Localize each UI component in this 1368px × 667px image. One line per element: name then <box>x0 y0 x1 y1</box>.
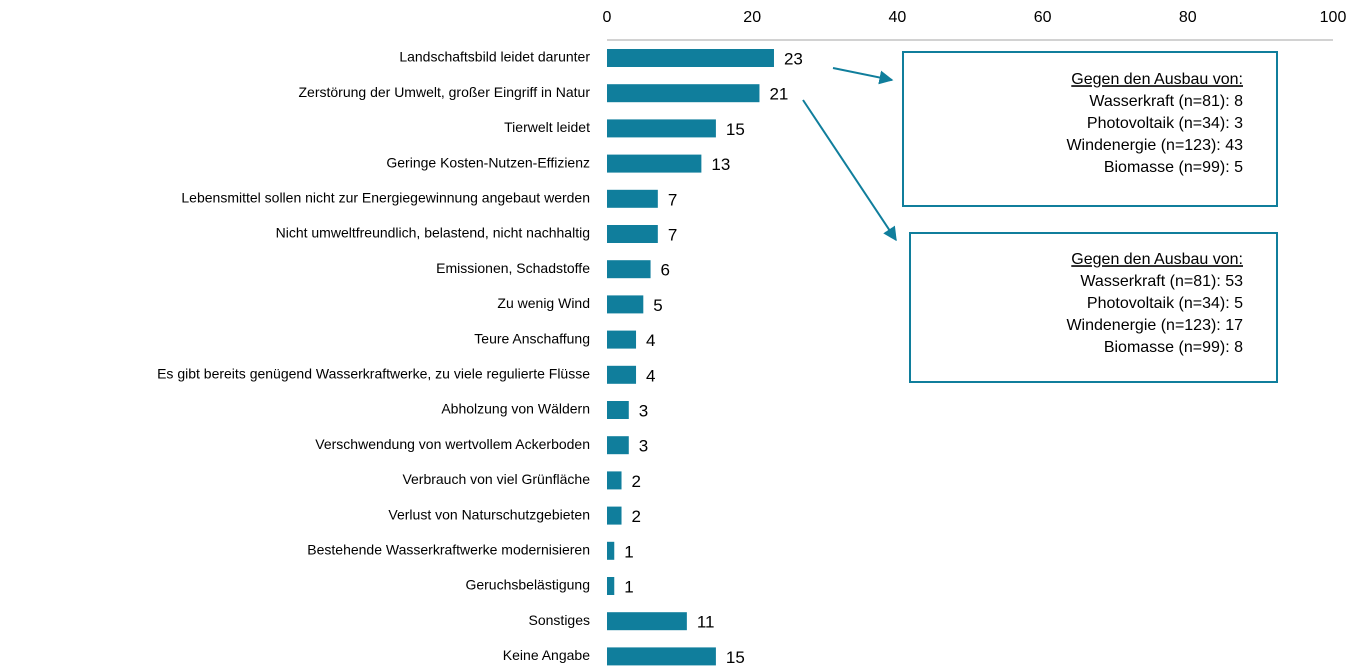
bar <box>607 577 615 595</box>
y-tick-label: Zerstörung der Umwelt, großer Eingriff i… <box>298 84 590 100</box>
annotation-title: Gegen den Ausbau von: <box>1071 71 1243 88</box>
annotation-line: Windenergie (n=123): 43 <box>1066 137 1243 154</box>
annotation-box <box>909 232 1278 383</box>
bar <box>607 225 658 243</box>
bar <box>607 84 760 103</box>
annotation-box <box>902 51 1278 207</box>
annotation-line: Photovoltaik (n=34): 5 <box>1087 295 1243 312</box>
bar <box>607 330 637 349</box>
bar <box>607 119 716 138</box>
y-tick-label: Keine Angabe <box>503 647 590 663</box>
x-tick-label: 0 <box>603 9 612 26</box>
bar <box>607 436 629 455</box>
bar <box>607 154 702 173</box>
data-label: 15 <box>726 648 745 667</box>
data-label: 15 <box>726 120 745 139</box>
bar <box>607 506 622 525</box>
arrow <box>832 67 894 85</box>
bar <box>607 471 622 490</box>
data-label: 3 <box>639 437 648 456</box>
data-label: 1 <box>624 542 633 561</box>
x-tick-label: 60 <box>1034 9 1052 26</box>
data-label: 11 <box>697 613 715 632</box>
y-tick-label: Lebensmittel sollen nicht zur Energiegew… <box>181 190 590 206</box>
annotation-line: Photovoltaik (n=34): 3 <box>1087 115 1243 132</box>
bar <box>607 260 651 279</box>
y-tick-label: Landschaftsbild leidet darunter <box>399 49 590 65</box>
y-tick-label: Teure Anschaffung <box>474 330 590 346</box>
annotation-line: Biomasse (n=99): 5 <box>1104 159 1243 176</box>
data-label: 3 <box>639 401 648 420</box>
bar <box>607 401 629 419</box>
data-label: 7 <box>668 190 677 209</box>
y-tick-label: Geruchsbelästigung <box>465 577 590 593</box>
x-tick-label: 20 <box>743 9 761 26</box>
y-tick-label: Tierwelt leidet <box>504 119 590 135</box>
annotation-title: Gegen den Ausbau von: <box>1071 251 1243 268</box>
bar <box>607 295 644 314</box>
data-label: 2 <box>632 472 641 491</box>
x-tick-label: 40 <box>889 9 907 26</box>
y-tick-label: Verschwendung von wertvollem Ackerboden <box>315 436 590 452</box>
y-tick-label: Geringe Kosten-Nutzen-Effizienz <box>386 154 590 170</box>
y-tick-label: Abholzung von Wäldern <box>441 401 590 417</box>
y-tick-label: Nicht umweltfreundlich, belastend, nicht… <box>276 225 590 241</box>
bar <box>607 612 687 631</box>
data-label: 7 <box>668 225 677 244</box>
bar <box>607 189 658 208</box>
annotation-line: Biomasse (n=99): 8 <box>1104 339 1243 356</box>
annotation-line: Windenergie (n=123): 17 <box>1066 317 1243 334</box>
data-label: 23 <box>784 49 803 68</box>
x-tick-label: 80 <box>1179 9 1197 26</box>
y-tick-label: Verlust von Naturschutzgebieten <box>388 506 590 522</box>
data-label: 21 <box>769 85 788 104</box>
data-label: 13 <box>711 155 730 174</box>
bar <box>607 541 615 560</box>
data-label: 2 <box>632 507 641 526</box>
data-label: 4 <box>646 366 655 385</box>
y-tick-label: Emissionen, Schadstoffe <box>436 260 590 276</box>
y-tick-label: Verbrauch von viel Grünfläche <box>402 471 590 487</box>
y-tick-label: Bestehende Wasserkraftwerke modernisiere… <box>307 542 590 558</box>
annotation-line: Wasserkraft (n=81): 8 <box>1089 93 1243 110</box>
annotation-line: Wasserkraft (n=81): 53 <box>1080 273 1243 290</box>
data-label: 6 <box>661 261 670 280</box>
data-label: 1 <box>624 577 633 596</box>
data-label: 5 <box>653 296 662 315</box>
arrow <box>802 99 897 242</box>
y-tick-label: Zu wenig Wind <box>497 295 590 311</box>
data-label: 4 <box>646 331 655 350</box>
bar <box>607 49 774 67</box>
x-tick-label: 100 <box>1320 9 1347 26</box>
y-tick-label: Es gibt bereits genügend Wasserkraftwerk… <box>157 366 590 382</box>
y-tick-label: Sonstiges <box>529 612 590 628</box>
bar <box>607 647 716 666</box>
bar <box>607 365 637 384</box>
